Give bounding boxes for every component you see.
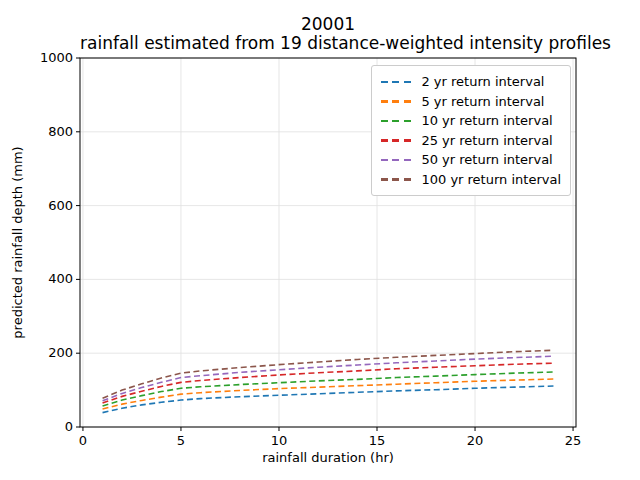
ytick-label-600: 600 [28, 198, 73, 213]
chart-title-line2: rainfall estimated from 19 distance-weig… [80, 34, 576, 53]
legend-label: 2 yr return interval [421, 74, 544, 89]
ytick-label-200: 200 [28, 345, 73, 360]
legend-row-5-yr-return-interval: 5 yr return interval [381, 92, 561, 112]
legend-dash-sample-icon [381, 81, 412, 84]
figure: 20001 rainfall estimated from 19 distanc… [0, 0, 640, 480]
legend-label: 100 yr return interval [421, 172, 561, 187]
legend-row-25-yr-return-interval: 25 yr return interval [381, 131, 561, 151]
ytick-label-800: 800 [28, 124, 73, 139]
legend-dash-sample-icon [381, 139, 412, 142]
x-axis-label: rainfall duration (hr) [80, 450, 576, 465]
legend-dash-sample-icon [381, 100, 412, 103]
legend-label: 5 yr return interval [421, 94, 544, 109]
ytick-label-400: 400 [28, 271, 73, 286]
xtick-label-15: 15 [357, 433, 397, 448]
legend-dash-sample-icon [381, 159, 412, 162]
xtick-label-10: 10 [259, 433, 299, 448]
series-line-5-yr-return-interval [103, 379, 554, 409]
ytick-label-1000: 1000 [28, 50, 73, 65]
xtick-label-5: 5 [161, 433, 201, 448]
legend: 2 yr return interval 5 yr return interval… [371, 65, 571, 196]
legend-label: 10 yr return interval [421, 113, 552, 128]
chart-title-line1: 20001 [80, 15, 576, 34]
series-line-50-yr-return-interval [103, 356, 554, 401]
xtick-label-0: 0 [63, 433, 103, 448]
legend-row-2-yr-return-interval: 2 yr return interval [381, 72, 561, 92]
series-line-25-yr-return-interval [103, 363, 554, 403]
y-axis-label: predicted rainfall depth (mm) [10, 58, 25, 427]
legend-dash-sample-icon [381, 120, 412, 123]
legend-row-10-yr-return-interval: 10 yr return interval [381, 111, 561, 131]
xtick-label-20: 20 [455, 433, 495, 448]
legend-label: 25 yr return interval [421, 133, 552, 148]
legend-row-50-yr-return-interval: 50 yr return interval [381, 150, 561, 170]
legend-dash-sample-icon [381, 178, 412, 181]
ytick-label-0: 0 [28, 419, 73, 434]
chart-title: 20001 rainfall estimated from 19 distanc… [80, 15, 576, 53]
legend-row-100-yr-return-interval: 100 yr return interval [381, 170, 561, 190]
xtick-label-25: 25 [553, 433, 593, 448]
legend-label: 50 yr return interval [421, 152, 552, 167]
